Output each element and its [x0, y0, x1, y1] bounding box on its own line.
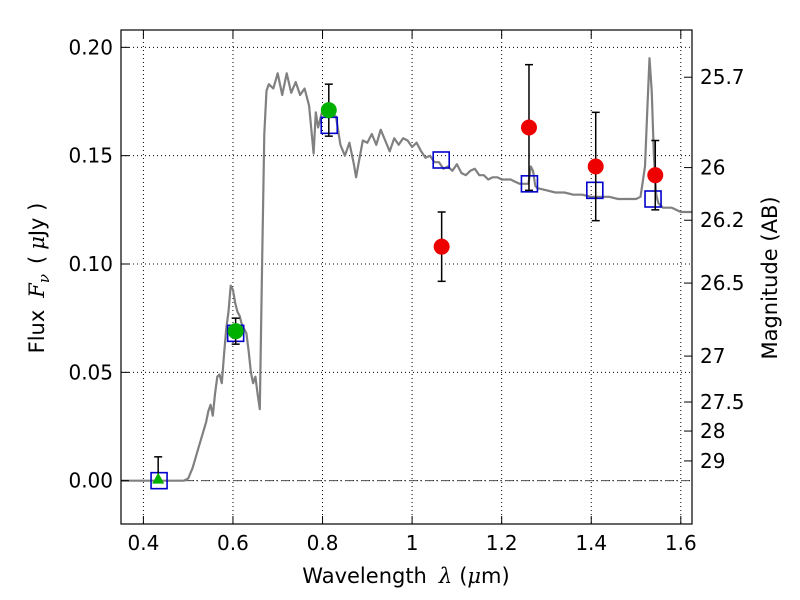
- y-tick-label: 0.05: [68, 360, 113, 384]
- y2-axis-title: Magnitude (AB): [758, 196, 782, 359]
- sed-curve: [121, 57, 692, 482]
- grid: [121, 30, 692, 524]
- sed-line: [121, 57, 692, 482]
- x-tick-label: 1.6: [665, 531, 697, 555]
- y-tick-label: 0.10: [68, 252, 113, 276]
- x-tick-label: 0.8: [307, 531, 339, 555]
- detection-points: [152, 102, 664, 484]
- model-square: [432, 151, 451, 169]
- x-tick-label: 0.6: [217, 531, 249, 555]
- y2-tick-label: 25.7: [700, 65, 745, 89]
- plot-frame: [120, 29, 693, 525]
- detection-point: [520, 119, 537, 136]
- detection-point: [647, 167, 664, 184]
- detection-point: [227, 323, 244, 340]
- upper-limit-marker: [152, 472, 165, 484]
- y-tick-label: 0.00: [68, 469, 113, 493]
- y2-tick-label: 26.5: [700, 271, 745, 295]
- x-tick-label: 1: [406, 531, 419, 555]
- y2-tick-label: 27: [700, 344, 725, 368]
- model-squares: [150, 116, 662, 490]
- detection-point: [587, 158, 604, 175]
- error-bars: [154, 63, 660, 481]
- y-axis-title: FluxFν(μJy ): [25, 203, 53, 354]
- model-square: [586, 181, 604, 200]
- detection-point: [320, 102, 337, 119]
- detection-point: [433, 238, 450, 255]
- y-tick-label: 0.15: [68, 144, 113, 168]
- x-tick-label: 0.4: [127, 531, 159, 555]
- model-square: [150, 471, 168, 490]
- y2-tick-label: 26.2: [700, 208, 745, 232]
- y-axis-ticks: 0.00 0.05 0.10 0.15 0.20: [68, 35, 129, 493]
- y2-tick-label: 26: [700, 156, 725, 180]
- x-tick-label: 1.4: [575, 531, 607, 555]
- y2-tick-label: 29: [700, 449, 725, 473]
- y2-tick-label: 27.5: [700, 390, 745, 414]
- x-axis-title: Wavelength λ (μm): [302, 564, 509, 588]
- x-tick-label: 1.2: [486, 531, 518, 555]
- y2-tick-label: 28: [700, 419, 725, 443]
- model-square: [644, 190, 662, 208]
- y2-axis-ticks: 25.7 26 26.2 26.5 27 27.5 28 29: [684, 65, 745, 473]
- x-axis-ticks: 0.4 0.6 0.8 1 1.2 1.4 1.6: [127, 30, 697, 555]
- plot-border: [120, 29, 693, 525]
- y-tick-label: 0.20: [68, 35, 113, 59]
